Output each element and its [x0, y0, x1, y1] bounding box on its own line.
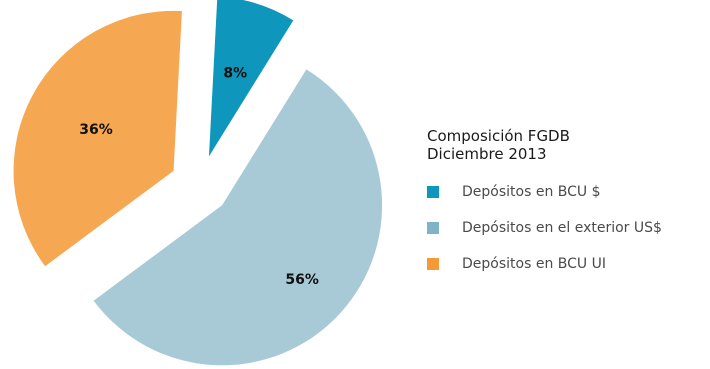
legend: Composición FGDB Diciembre 2013 Depósito… [427, 127, 710, 291]
pie-slice-bcu-ui [13, 10, 182, 267]
slice-label-bcu-ui: 36% [79, 122, 113, 138]
legend-label-bcu-pesos: Depósitos en BCU $ [462, 184, 601, 200]
legend-item-bcu-ui: Depósitos en BCU UI [427, 255, 710, 273]
legend-swatch-exterior-usd [427, 222, 439, 234]
legend-swatch-bcu-ui [427, 258, 439, 270]
slice-label-bcu-pesos: 8% [223, 65, 247, 81]
legend-label-bcu-ui: Depósitos en BCU UI [462, 256, 606, 272]
pie-chart: 8% 56% 36% [13, 0, 383, 366]
pie-slice-exterior-usd [93, 69, 383, 366]
slice-label-exterior-usd: 56% [285, 272, 319, 288]
legend-title-block: Composición FGDB Diciembre 2013 [427, 127, 710, 163]
chart-title: Composición FGDB [427, 127, 570, 145]
legend-item-bcu-pesos: Depósitos en BCU $ [427, 183, 710, 201]
legend-swatch-bcu-pesos [427, 186, 439, 198]
legend-label-exterior-usd: Depósitos en el exterior US$ [462, 220, 662, 236]
legend-item-exterior-usd: Depósitos en el exterior US$ [427, 219, 710, 237]
pie-slice-bcu-pesos [208, 0, 294, 157]
chart-subtitle: Diciembre 2013 [427, 145, 547, 163]
